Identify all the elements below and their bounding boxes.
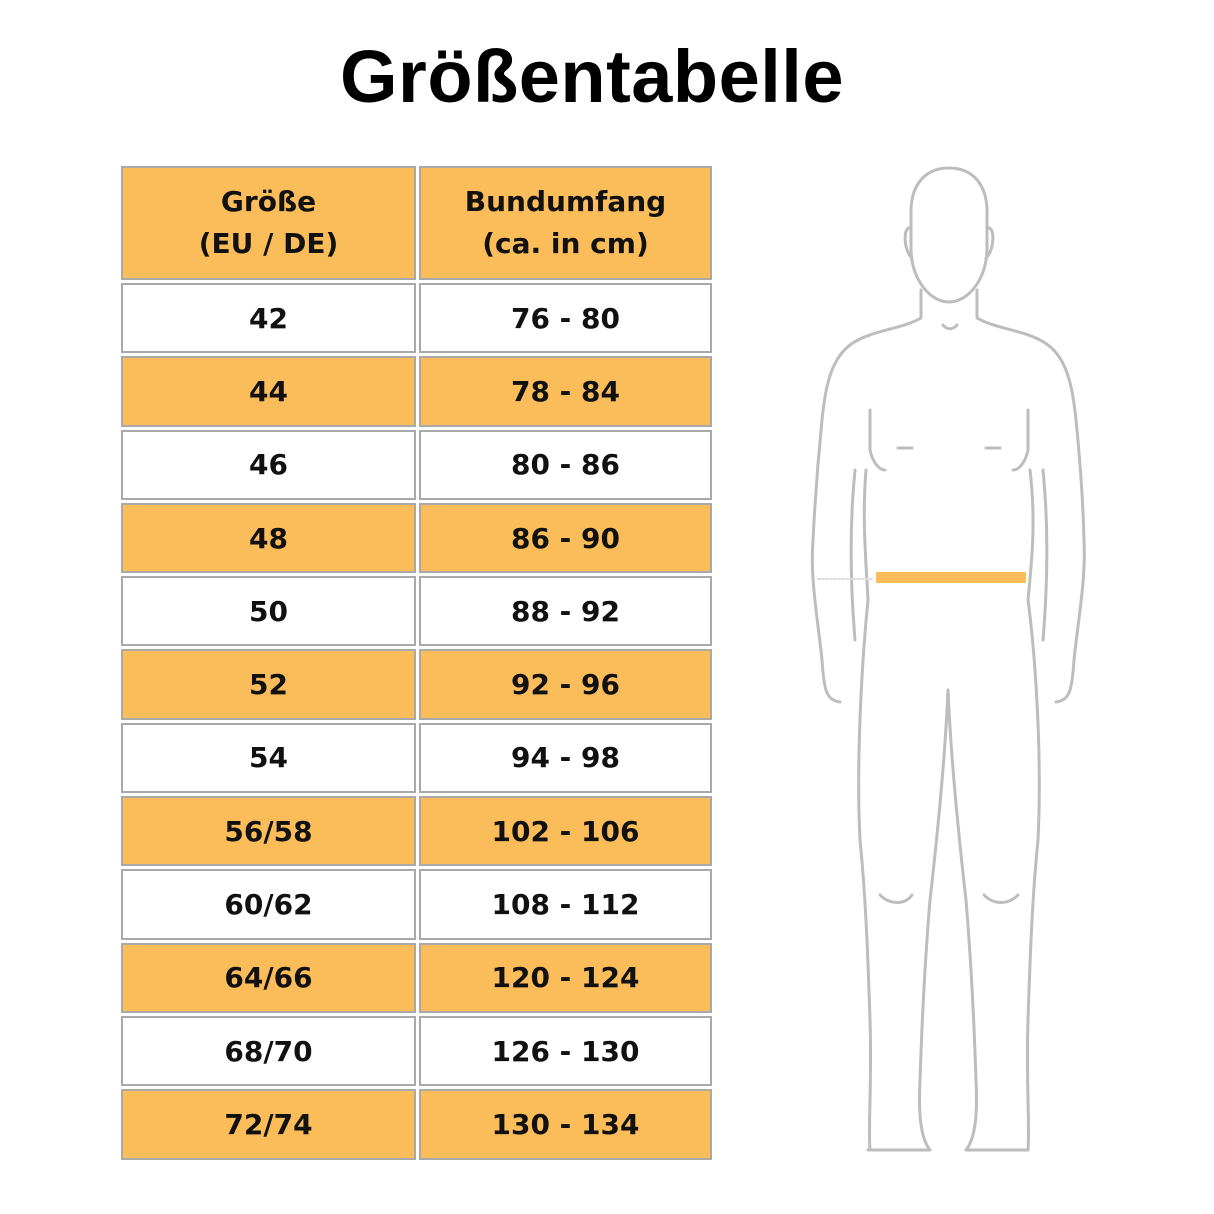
cell-size: 42: [121, 283, 416, 354]
table-row: 52 92 - 96: [121, 649, 713, 720]
cell-size: 68/70: [121, 1015, 416, 1087]
cell-waist: 108 - 112: [419, 869, 712, 940]
cell-size: 52: [121, 649, 416, 720]
table-row: 56/58 102 - 106: [121, 796, 713, 867]
table-row: 50 88 - 92: [121, 576, 713, 647]
cell-waist: 86 - 90: [419, 502, 712, 574]
cell-waist: 80 - 86: [419, 429, 712, 500]
cell-waist: 88 - 92: [419, 576, 712, 647]
table-row: 54 94 - 98: [121, 722, 713, 794]
cell-waist: 120 - 124: [419, 942, 712, 1013]
cell-size: 60/62: [121, 869, 416, 940]
cell-size: 46: [121, 429, 416, 500]
cell-waist: 130 - 134: [419, 1089, 712, 1160]
cell-waist: 76 - 80: [419, 283, 712, 354]
table-row: 46 80 - 86: [121, 429, 713, 500]
table-row: 48 86 - 90: [121, 502, 713, 574]
human-body-waist-measure-icon: [810, 166, 1086, 1152]
table-row: 42 76 - 80: [121, 283, 713, 354]
header-size: Größe (EU / DE): [121, 166, 416, 280]
table-header: Größe (EU / DE) Bundumfang (ca. in cm): [121, 166, 713, 280]
cell-size: 54: [121, 722, 416, 794]
cell-waist: 126 - 130: [419, 1015, 712, 1087]
page-title: Größentabelle: [339, 35, 845, 118]
header-waist: Bundumfang (ca. in cm): [419, 166, 712, 280]
cell-size: 44: [121, 356, 416, 427]
cell-waist: 102 - 106: [419, 796, 712, 867]
cell-waist: 92 - 96: [419, 649, 712, 720]
size-table: Größe (EU / DE) Bundumfang (ca. in cm) 4…: [121, 166, 713, 1163]
table-row: 44 78 - 84: [121, 356, 713, 427]
table-row: 72/74 130 - 134: [121, 1089, 713, 1160]
cell-size: 72/74: [121, 1089, 416, 1160]
table-row: 64/66 120 - 124: [121, 942, 713, 1013]
cell-waist: 94 - 98: [419, 722, 712, 794]
cell-size: 50: [121, 576, 416, 647]
cell-size: 48: [121, 502, 416, 574]
cell-waist: 78 - 84: [419, 356, 712, 427]
cell-size: 64/66: [121, 942, 416, 1013]
waist-measure-band: [876, 572, 1026, 583]
cell-size: 56/58: [121, 796, 416, 867]
table-row: 68/70 126 - 130: [121, 1015, 713, 1087]
table-row: 60/62 108 - 112: [121, 869, 713, 940]
